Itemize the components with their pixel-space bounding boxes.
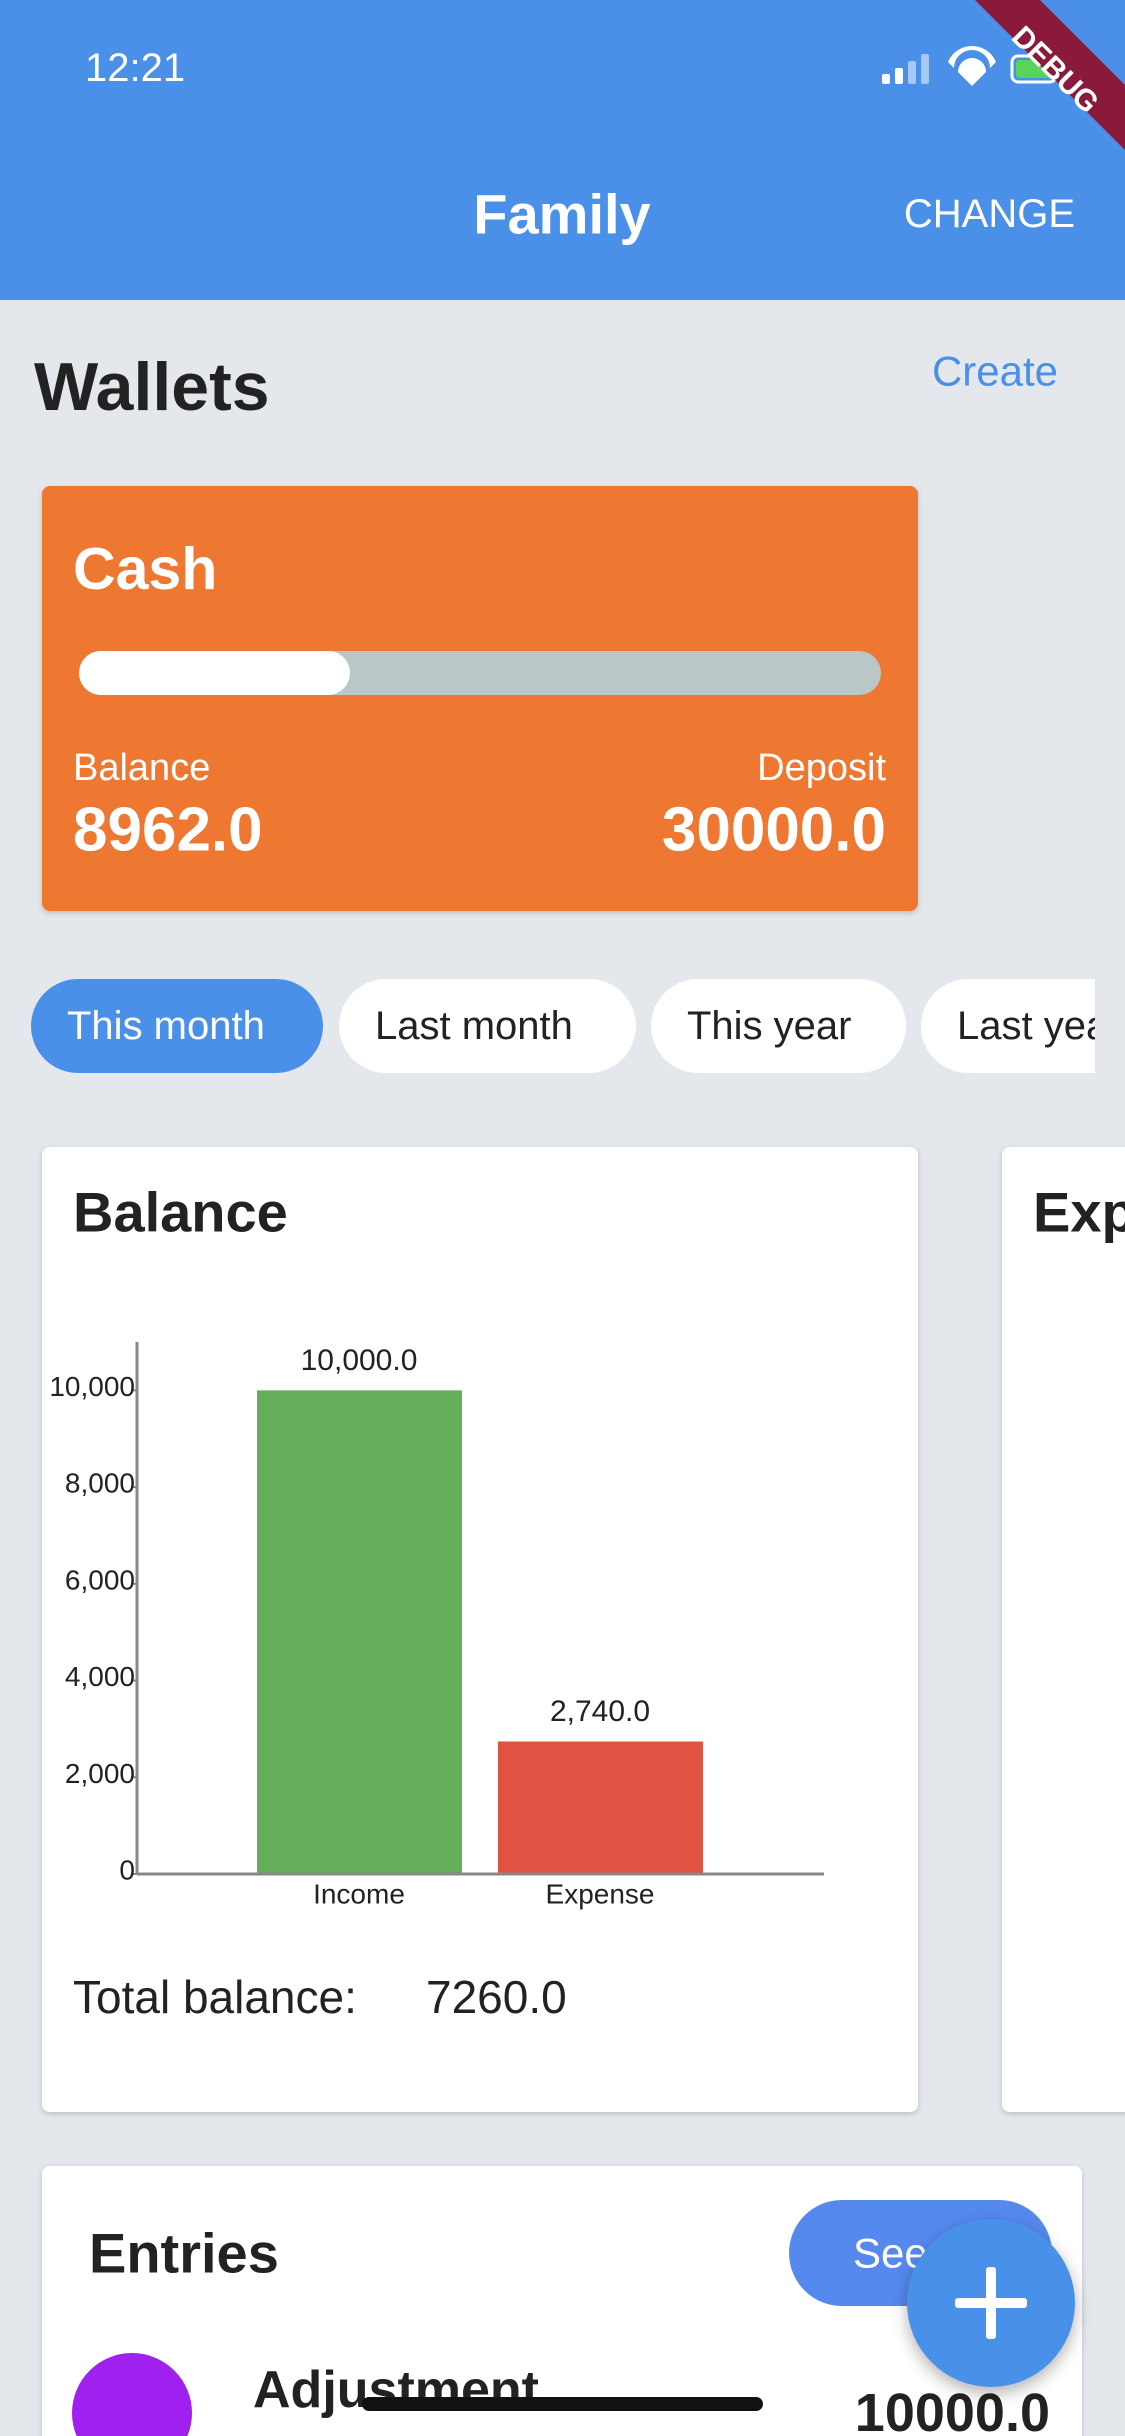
balance-card — [42, 1147, 918, 2112]
wallet-card[interactable]: Cash Balance 8962.0 Deposit 30000.0 — [42, 486, 918, 911]
create-button[interactable]: Create — [932, 348, 1058, 395]
card-title: Exp — [1033, 1181, 1125, 1244]
period-label: Last year — [957, 1004, 1122, 1048]
y-tick-label: 6,000 — [65, 1564, 135, 1595]
bar-chart: 0 2,000 4,000 6,000 8,000 10,000 10,000.0 Incom… — [49, 1342, 824, 1910]
entry-date: 03-08-2020 — [253, 2433, 437, 2436]
period-label: This month — [67, 1004, 265, 1048]
deposit-label: Deposit — [757, 747, 886, 789]
next-card — [1002, 1147, 1125, 2112]
home-indicator — [362, 2397, 763, 2411]
period-label: Last month — [375, 1004, 573, 1048]
wallet-name: Cash — [73, 536, 217, 602]
bar — [257, 1390, 462, 1874]
total-value: 7260.0 — [426, 1971, 567, 2023]
x-tick-label: Expense — [546, 1879, 655, 1910]
entry-list: Adjustment03-08-202010000.0 — [72, 2353, 1050, 2436]
add-fab[interactable] — [907, 2219, 1075, 2387]
period-label: This year — [687, 1004, 852, 1048]
change-button[interactable]: CHANGE — [904, 192, 1075, 236]
balance-label: Balance — [73, 747, 210, 789]
y-tick-label: 2,000 — [65, 1758, 135, 1789]
progress-fill — [79, 651, 350, 695]
card-title: Entries — [89, 2222, 279, 2285]
entry-icon — [72, 2353, 192, 2436]
card-title: Balance — [73, 1181, 288, 1244]
bar — [498, 1741, 703, 1874]
section-title: Wallets — [34, 349, 270, 425]
app-bar — [0, 0, 1125, 300]
value-label: 10,000.0 — [301, 1344, 418, 1377]
status-time: 12:21 — [85, 46, 185, 90]
y-tick-label: 8,000 — [65, 1468, 135, 1499]
period-chip[interactable] — [651, 979, 906, 1073]
y-tick-label: 4,000 — [65, 1661, 135, 1692]
y-tick-label: 0 — [119, 1855, 135, 1886]
period-chip[interactable] — [31, 979, 323, 1073]
total-label: Total balance: — [73, 1971, 357, 2023]
period-chips: This month Last month This year Last year — [31, 979, 1125, 1073]
period-chip[interactable] — [339, 979, 636, 1073]
balance-value: 8962.0 — [73, 796, 263, 865]
deposit-value: 30000.0 — [662, 796, 886, 865]
value-label: 2,740.0 — [550, 1695, 650, 1728]
x-tick-label: Income — [313, 1879, 405, 1910]
y-tick-label: 10,000 — [49, 1371, 135, 1402]
app-title: Family — [473, 183, 650, 246]
period-chip[interactable] — [921, 979, 1125, 1073]
entry-amount: 10000.0 — [855, 2383, 1050, 2436]
